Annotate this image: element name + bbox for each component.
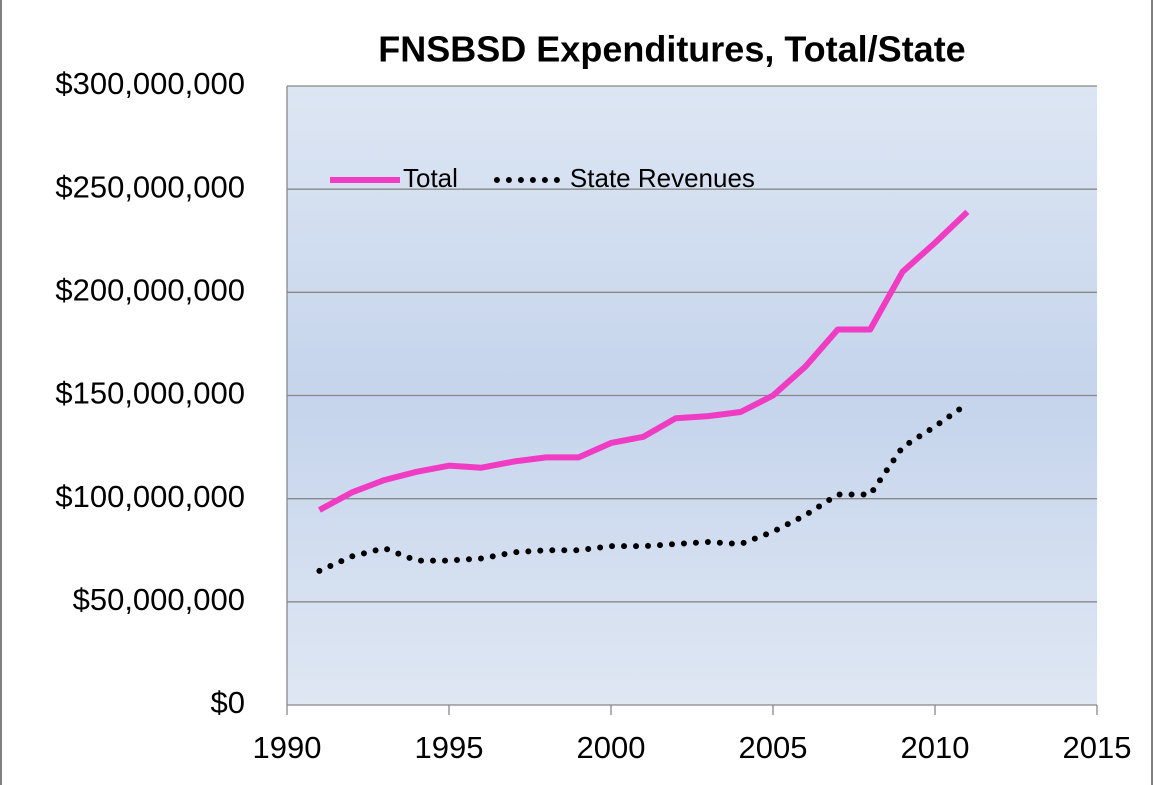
x-tick-label: 2005 [739,730,808,765]
y-tick-label: $150,000,000 [55,376,245,411]
y-tick-label: $200,000,000 [55,273,245,308]
series-line [317,209,970,513]
x-tick-label: 1990 [253,730,322,765]
chart-title: FNSBSD Expenditures, Total/State [378,29,965,70]
x-tick-label: 2000 [577,730,646,765]
y-tick-label: $300,000,000 [55,66,245,101]
y-tick-label: $100,000,000 [55,479,245,514]
y-tick-label: $50,000,000 [73,582,245,617]
y-tick-label: $0 [211,685,245,720]
legend-label: Total [403,163,458,193]
x-tick-label: 2015 [1063,730,1132,765]
x-tick-label: 1995 [415,730,484,765]
legend-label: State Revenues [570,163,755,193]
y-tick-label: $250,000,000 [55,169,245,204]
x-tick-label: 2010 [901,730,970,765]
